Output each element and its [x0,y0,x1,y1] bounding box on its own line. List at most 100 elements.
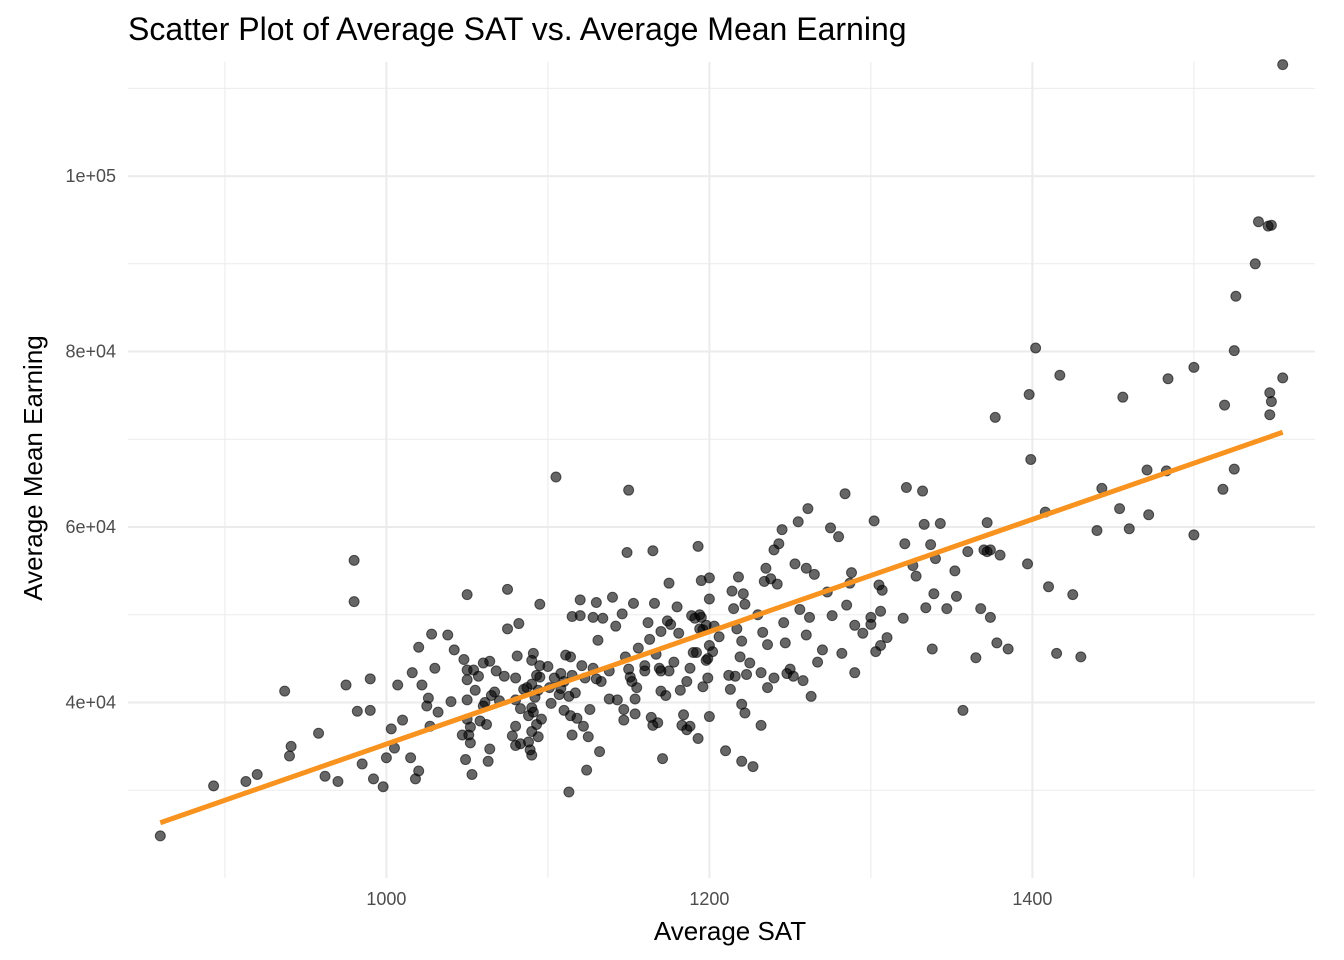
data-point [535,713,547,725]
data-point [703,572,715,584]
data-point [950,590,962,602]
data-point [513,618,525,630]
data-point [576,660,588,672]
trend-line [159,429,1284,826]
data-point [313,727,325,739]
data-point [364,673,376,685]
data-point [652,717,664,729]
y-tick-label: 6e+04 [65,517,116,537]
data-point [876,584,888,596]
data-point [825,522,837,534]
data-point [1265,396,1277,408]
data-point [707,646,719,658]
data-point [432,706,444,718]
data-point [926,643,938,655]
data-point [385,723,397,735]
data-point [1141,464,1153,476]
data-point [934,518,946,530]
data-point [1264,387,1276,399]
data-point [647,545,659,557]
data-point [1030,342,1042,354]
data-point [442,629,454,641]
data-point [762,682,774,694]
data-point [340,679,352,691]
data-point [510,720,522,732]
data-point [671,601,683,613]
data-point [734,651,746,663]
data-point [285,740,297,752]
data-point [1188,361,1200,373]
data-point [663,577,675,589]
data-point [739,598,751,610]
data-point [574,594,586,606]
data-point [970,652,982,664]
data-point [1277,59,1289,71]
data-point [348,596,360,608]
data-point [771,578,783,590]
data-point [681,675,693,687]
data-point [962,546,974,558]
data-point [611,694,623,706]
data-point [405,752,417,764]
data-point [510,672,522,684]
data-point [464,737,476,749]
data-point [655,625,667,637]
data-point [984,611,996,623]
data-point [472,670,484,682]
data-point [642,617,654,629]
data-point [648,597,660,609]
data-point [657,753,669,765]
data-point [991,637,1003,649]
data-point [251,768,263,780]
data-point [729,670,741,682]
data-point [592,634,604,646]
data-point [736,755,748,767]
data-point [154,830,166,842]
data-point [794,604,806,616]
x-axis-ticks: 1000 1200 1400 [366,889,1052,909]
data-point [812,656,824,668]
data-point [741,668,753,680]
data-point [690,647,702,659]
data-point [445,696,457,708]
data-point [1188,529,1200,541]
data-point [684,662,696,674]
data-point [392,679,404,691]
data-point [703,711,715,723]
data-point [416,679,428,691]
x-tick-label: 1200 [689,889,729,909]
data-point [673,627,685,639]
data-point [762,639,774,651]
data-point [802,503,814,515]
data-point [720,745,732,757]
data-point [1023,389,1035,401]
y-tick-label: 8e+04 [65,342,116,362]
data-point [787,670,799,682]
data-point [466,768,478,780]
data-point [713,631,725,643]
data-point [1228,463,1240,475]
data-point [618,714,630,726]
data-point [663,665,675,677]
data-point [413,765,425,777]
data-point [1143,509,1155,521]
data-point [279,685,291,697]
data-point [1114,503,1126,515]
data-point [1067,589,1079,601]
data-point [665,618,677,630]
data-point [627,597,639,609]
data-point [484,743,496,755]
data-point [1230,290,1242,302]
data-point [755,667,767,679]
data-point [674,684,686,696]
data-point [461,674,473,686]
data-point [757,626,769,638]
data-point [833,531,845,543]
data-point [464,721,476,733]
data-point [660,689,672,701]
data-point [594,746,606,758]
data-point [773,538,785,550]
data-point [565,651,577,663]
data-point [778,617,790,629]
data-point [826,610,838,622]
